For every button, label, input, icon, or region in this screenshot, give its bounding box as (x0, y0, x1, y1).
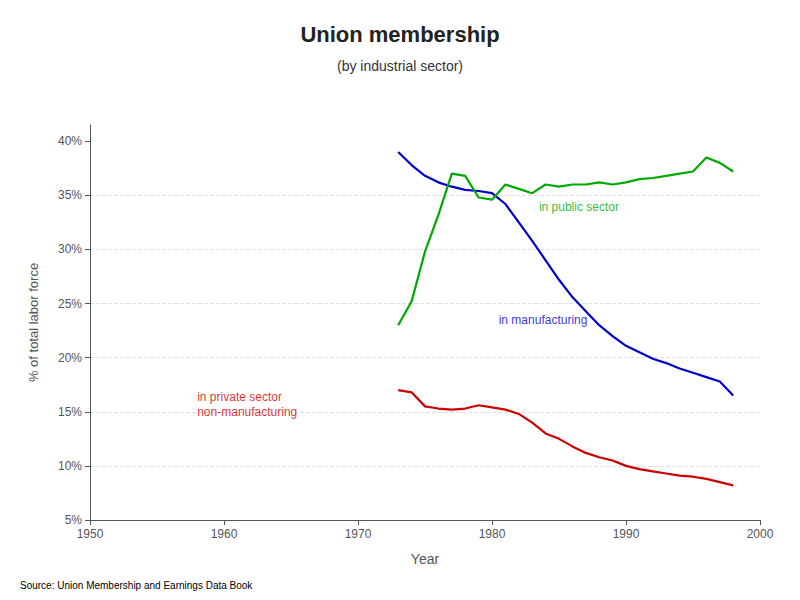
svg-text:in public sector: in public sector (539, 200, 619, 214)
svg-text:in manufacturing: in manufacturing (499, 313, 588, 327)
svg-text:1960: 1960 (211, 527, 238, 541)
svg-text:10%: 10% (58, 459, 82, 473)
svg-text:15%: 15% (58, 405, 82, 419)
svg-text:1990: 1990 (613, 527, 640, 541)
svg-text:20%: 20% (58, 351, 82, 365)
svg-text:Source: Union Membership and E: Source: Union Membership and Earnings Da… (20, 580, 253, 591)
svg-text:30%: 30% (58, 242, 82, 256)
svg-text:in private sector: in private sector (197, 390, 282, 404)
svg-text:35%: 35% (58, 188, 82, 202)
svg-text:5%: 5% (65, 513, 83, 527)
svg-text:25%: 25% (58, 297, 82, 311)
svg-text:non-manufacturing: non-manufacturing (197, 405, 297, 419)
svg-text:40%: 40% (58, 134, 82, 148)
svg-text:% of total labor force: % of total labor force (26, 263, 41, 382)
svg-text:Union membership: Union membership (300, 22, 499, 47)
svg-text:1970: 1970 (345, 527, 372, 541)
svg-text:1980: 1980 (479, 527, 506, 541)
svg-text:1950: 1950 (77, 527, 104, 541)
svg-text:(by industrial sector): (by industrial sector) (337, 58, 463, 74)
svg-text:2000: 2000 (747, 527, 774, 541)
svg-text:Year: Year (411, 551, 440, 567)
